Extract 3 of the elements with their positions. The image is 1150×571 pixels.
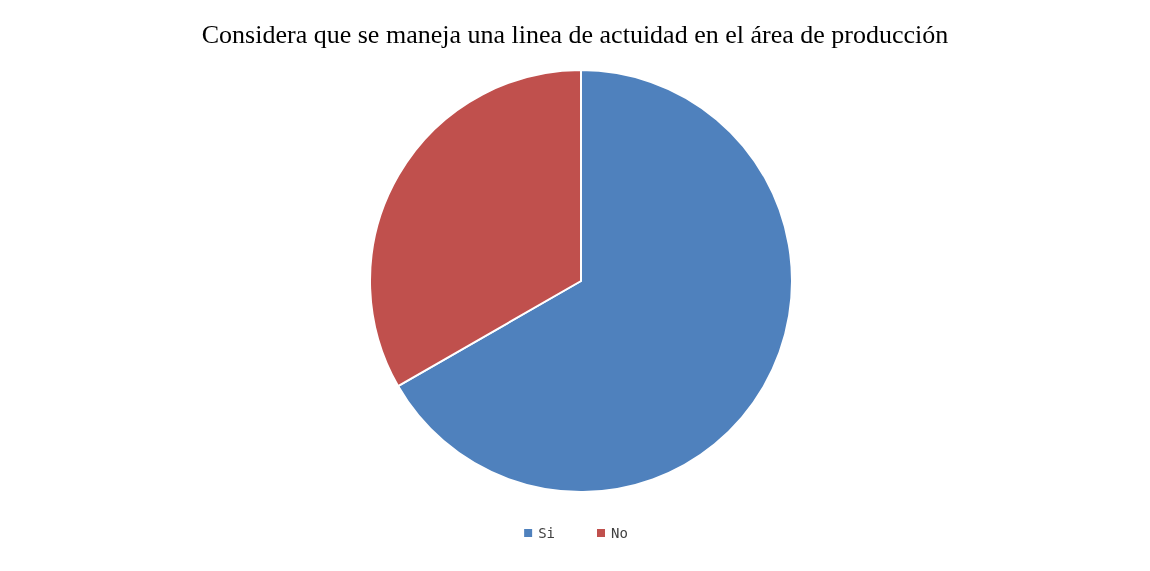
chart-title: Considera que se maneja una linea de actuidad en el área de producción	[201, 19, 949, 49]
legend-label: Si	[538, 525, 555, 541]
legend-label: No	[611, 525, 628, 541]
